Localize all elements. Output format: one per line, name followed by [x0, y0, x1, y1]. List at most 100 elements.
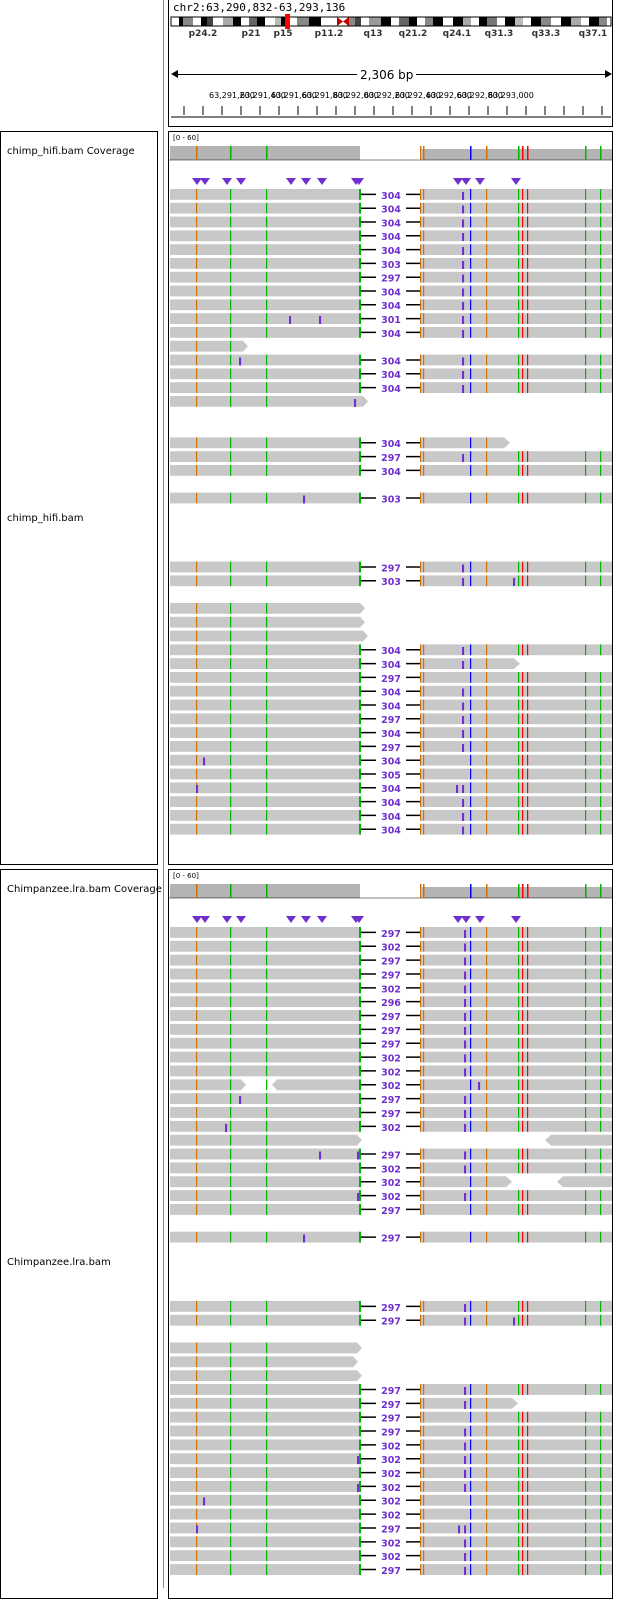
- read-insertion: I: [463, 1385, 467, 1398]
- read-mismatch: [196, 1481, 198, 1492]
- read-mismatch: [230, 1564, 232, 1575]
- read-segment: [420, 1079, 612, 1091]
- read-mismatch: [585, 1314, 587, 1326]
- ideogram-band: [541, 17, 551, 26]
- read-mismatch: [423, 796, 425, 807]
- read-mismatch: [230, 451, 232, 462]
- read-insertion: I: [195, 783, 199, 796]
- read-mismatch: [230, 810, 232, 821]
- hifi-coverage-track-name[interactable]: chimp_hifi.bam Coverage: [7, 146, 135, 157]
- insertion-marker: [286, 178, 296, 185]
- read-mismatch: [230, 768, 232, 780]
- read-insertion: I: [461, 190, 465, 203]
- ideogram-band: [223, 17, 233, 26]
- lra-alignment-track-name[interactable]: Chimpanzee.lra.bam: [7, 1257, 111, 1268]
- lra-coverage-track-name[interactable]: Chimpanzee.lra.bam Coverage: [7, 884, 162, 895]
- locus-label[interactable]: chr2:63,290,832-63,293,136: [173, 1, 346, 14]
- read-mismatch: [600, 1231, 602, 1243]
- read-mismatch: [230, 1453, 232, 1465]
- hifi-alignment-area[interactable]: 304 I 304 I 304 I 304 I 304 I 303 I 297 I 304 I 304 I 301 I…: [169, 132, 613, 865]
- read-mismatch: [423, 1508, 425, 1520]
- read-segment: [170, 1494, 360, 1506]
- deletion-label-bg: [376, 713, 406, 725]
- read-mismatch: [522, 258, 524, 269]
- read-mismatch: [486, 940, 488, 952]
- read-segment: [170, 685, 360, 697]
- read-mismatch: [527, 940, 529, 952]
- read-segment: [420, 1120, 612, 1132]
- ideogram-outline: [170, 16, 612, 27]
- read-mismatch: [470, 996, 472, 1008]
- read-mismatch: [585, 927, 587, 938]
- read-mismatch: [486, 1231, 488, 1243]
- read-mismatch: [518, 1120, 520, 1132]
- read-segment: [420, 768, 612, 780]
- ideogram-band: [297, 17, 309, 26]
- chromosome-ideogram[interactable]: p24.2 p21 p15 p11.2 q13 q21.2 q24.1 q31.3 q33.3 q…: [169, 14, 613, 54]
- read-mismatch: [522, 644, 524, 656]
- band-label: q24.1: [443, 29, 472, 39]
- hifi-alignment-track-name[interactable]: chimp_hifi.bam: [7, 513, 84, 524]
- read-mismatch: [470, 1162, 472, 1174]
- ruler-tick-label: 63,291,200: [209, 91, 255, 100]
- deletion-label-bg: [376, 230, 406, 242]
- insertion-marker: [222, 916, 232, 923]
- read-segment: [420, 1176, 512, 1188]
- read-mismatch: [527, 1051, 529, 1063]
- read-segment: [170, 1384, 360, 1395]
- read-insertion: I: [463, 956, 467, 969]
- read-mismatch: [600, 713, 602, 725]
- read-mismatch: [585, 1508, 587, 1520]
- read-mismatch: [527, 465, 529, 476]
- band-label: q21.2: [399, 29, 428, 39]
- deletion-length-label: 302: [381, 984, 401, 995]
- read-segment: [170, 699, 360, 711]
- read-mismatch: [423, 1176, 425, 1188]
- read-mismatch: [585, 299, 587, 311]
- read-mismatch: [196, 1314, 198, 1326]
- read-mismatch: [522, 1231, 524, 1243]
- read-mismatch: [230, 396, 232, 407]
- deletion-length-label: 297: [381, 1386, 401, 1397]
- read-mismatch: [486, 658, 488, 669]
- read-insertion: I: [461, 314, 465, 327]
- deletion-label-bg: [376, 327, 406, 338]
- read-mismatch: [470, 258, 472, 269]
- read-mismatch: [196, 340, 198, 352]
- read-insertion: I: [302, 1233, 306, 1246]
- read-mismatch: [196, 1550, 198, 1562]
- ideogram-band: [289, 17, 297, 26]
- read-mismatch: [423, 202, 425, 214]
- read-mismatch: [196, 699, 198, 711]
- deletion-label-bg: [376, 1051, 406, 1063]
- read-segment: [420, 672, 612, 683]
- read-mismatch: [527, 810, 529, 821]
- read-segment: [420, 699, 612, 711]
- read-mismatch: [266, 1494, 268, 1506]
- read-segment: [170, 754, 360, 766]
- read-insertion: I: [463, 1440, 467, 1453]
- read-mismatch: [420, 451, 422, 462]
- read-mismatch: [266, 1231, 268, 1243]
- deletion-label-bg: [376, 1093, 406, 1105]
- read-mismatch: [585, 368, 587, 380]
- read-mismatch: [230, 575, 232, 587]
- read-mismatch: [518, 299, 520, 311]
- read-mismatch: [196, 189, 198, 200]
- read-mismatch: [600, 982, 602, 994]
- read-mismatch: [585, 823, 587, 835]
- read-mismatch: [266, 982, 268, 994]
- read-mismatch: [423, 1204, 425, 1215]
- read-mismatch: [518, 754, 520, 766]
- read-mismatch: [585, 1065, 587, 1077]
- read-mismatch: [470, 354, 472, 366]
- read-mismatch: [522, 1148, 524, 1160]
- read-segment: [170, 658, 360, 669]
- read-mismatch: [527, 368, 529, 380]
- lra-alignment-area[interactable]: 297 I 302 I 297 I 297 I 302 I 296 I 297 I 297 I 297 I 302 I…: [169, 870, 613, 1599]
- read-mismatch: [230, 940, 232, 952]
- read-mismatch: [470, 1023, 472, 1035]
- deletion-length-label: 297: [381, 1150, 401, 1161]
- panel-divider[interactable]: [163, 0, 164, 1588]
- read-insertion: I: [463, 1094, 467, 1107]
